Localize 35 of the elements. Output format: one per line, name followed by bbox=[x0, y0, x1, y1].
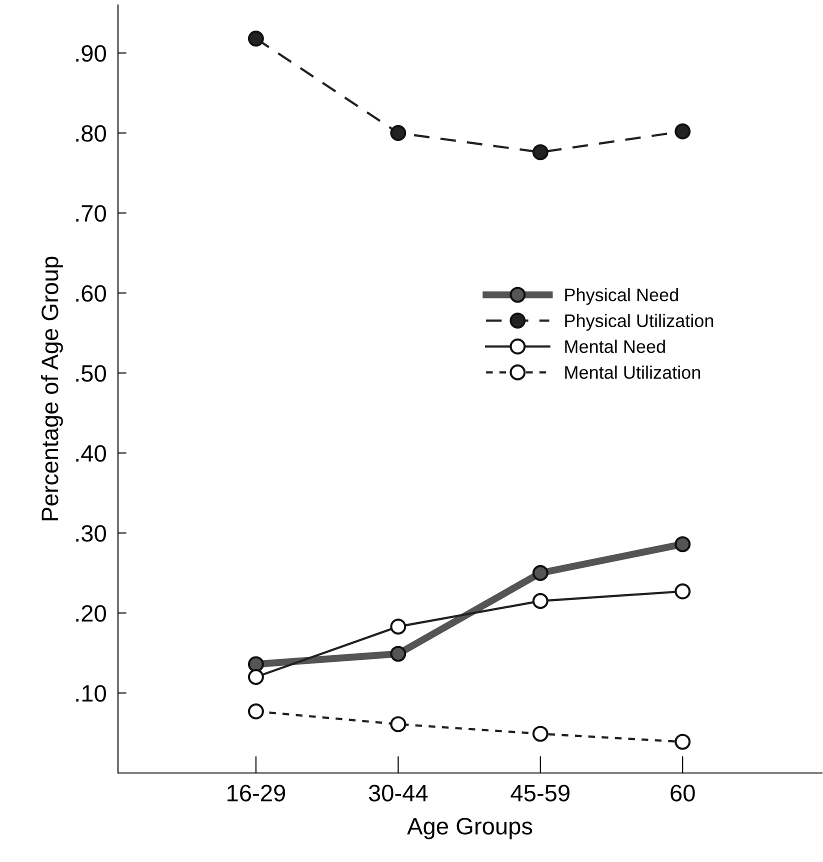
y-tick-label: .70 bbox=[76, 205, 106, 222]
point bbox=[390, 716, 406, 732]
y-tick-label: .60 bbox=[76, 285, 106, 302]
point bbox=[390, 125, 406, 141]
x-axis-title: Age Groups bbox=[407, 818, 532, 840]
y-tick-label: .80 bbox=[76, 125, 106, 142]
point bbox=[248, 656, 264, 672]
point bbox=[532, 565, 548, 581]
legend-label: Mental Need bbox=[565, 340, 665, 354]
x-tick-label: 16-29 bbox=[228, 784, 286, 802]
point bbox=[674, 583, 691, 600]
point bbox=[390, 618, 406, 635]
point bbox=[248, 703, 264, 720]
point bbox=[532, 593, 548, 609]
x-tick-label: 60 bbox=[670, 784, 695, 802]
legend-label: Mental Utilization bbox=[565, 366, 700, 379]
point bbox=[248, 30, 264, 47]
legend-label: Physical Need bbox=[565, 288, 678, 305]
y-tick-label: .10 bbox=[76, 685, 106, 702]
point bbox=[532, 726, 548, 742]
y-tick-label: .20 bbox=[76, 605, 106, 622]
y-tick-label: .30 bbox=[76, 525, 106, 542]
point bbox=[674, 536, 691, 552]
y-tick-label: .90 bbox=[76, 45, 106, 62]
point bbox=[674, 123, 691, 140]
point bbox=[674, 734, 691, 750]
x-tick-label: 45-59 bbox=[510, 784, 570, 802]
x-tick-label: 30-44 bbox=[368, 784, 428, 802]
point bbox=[390, 646, 406, 662]
point bbox=[248, 669, 264, 685]
legend-label: Physical Utilization bbox=[565, 314, 714, 331]
y-tick-label: .50 bbox=[76, 365, 106, 382]
y-tick-label: .40 bbox=[76, 445, 106, 462]
point bbox=[532, 144, 548, 160]
y-axis-title: Percentage of Age Group bbox=[40, 256, 63, 520]
